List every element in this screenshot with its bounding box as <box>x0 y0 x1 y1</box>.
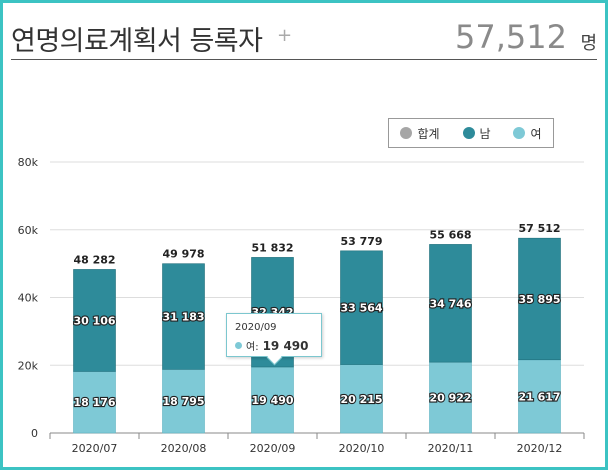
legend-item-total[interactable]: 합계 <box>400 125 440 142</box>
bar-total-label: 55 668 <box>429 228 471 241</box>
legend-label: 여 <box>530 126 542 141</box>
y-tick-label: 40k <box>18 292 39 305</box>
bar-male <box>73 269 116 372</box>
y-tick-label: 0 <box>31 427 38 440</box>
tooltip-dot-icon <box>235 342 242 349</box>
bar-value-label: 31 183 <box>162 311 204 324</box>
x-tick-label: 2020/12 <box>517 442 563 455</box>
tooltip-date: 2020/09 <box>235 322 277 333</box>
chart-legend: 합계 남 여 <box>388 118 554 148</box>
legend-item-female[interactable]: 여 <box>513 125 542 142</box>
legend-dot-icon <box>513 127 526 139</box>
bar-male <box>429 244 472 363</box>
bar-total-label: 48 282 <box>73 253 115 266</box>
bar-value-label: 21 617 <box>518 390 560 403</box>
bar-value-label: 20 922 <box>429 392 471 405</box>
bar-male <box>162 263 205 370</box>
bar-value-label: 20 215 <box>340 393 382 406</box>
bar-female <box>340 364 383 434</box>
total-count: 57,512 <box>455 18 567 56</box>
bar-value-label: 33 564 <box>340 302 382 315</box>
legend-item-male[interactable]: 남 <box>462 125 491 142</box>
bar-value-label: 18 795 <box>162 395 204 408</box>
x-tick-label: 2020/08 <box>161 442 207 455</box>
legend-label: 남 <box>479 126 491 141</box>
chart-header: 연명의료계획서 등록자 + 57,512 명 <box>11 9 597 60</box>
x-tick-label: 2020/11 <box>428 442 474 455</box>
bar-male <box>518 237 561 361</box>
bar-total-label: 51 832 <box>251 241 293 254</box>
bar-value-label: 19 490 <box>251 394 293 407</box>
bar-value-label: 30 106 <box>73 314 115 327</box>
bar-female <box>518 359 561 434</box>
legend-dot-icon <box>462 127 475 139</box>
bar-value-label: 34 746 <box>429 297 471 310</box>
total-unit: 명 <box>580 33 597 54</box>
expand-plus-icon[interactable]: + <box>277 25 293 46</box>
bar-value-label: 35 895 <box>518 293 560 306</box>
y-tick-label: 60k <box>18 224 39 237</box>
bar-male <box>340 250 383 365</box>
y-tick-label: 20k <box>18 359 39 372</box>
x-tick-label: 2020/09 <box>250 442 296 455</box>
legend-dot-icon <box>400 127 413 139</box>
tooltip-label: 여: <box>246 342 259 353</box>
bar-total-label: 57 512 <box>518 222 560 235</box>
page-title: 연명의료계획서 등록자 <box>11 26 263 57</box>
bar-total-label: 49 978 <box>162 248 204 261</box>
bar-female <box>251 366 294 434</box>
chart-tooltip: 2020/09 여: 19 490 <box>226 313 322 366</box>
x-tick-label: 2020/10 <box>339 442 385 455</box>
bar-value-label: 18 176 <box>73 396 115 409</box>
bar-total-label: 53 779 <box>340 235 382 248</box>
tooltip-value: 19 490 <box>262 338 309 353</box>
legend-label: 합계 <box>417 126 440 141</box>
bar-female <box>162 369 205 434</box>
y-tick-label: 80k <box>18 156 39 169</box>
x-tick-label: 2020/07 <box>72 442 118 455</box>
bar-female <box>429 361 472 434</box>
